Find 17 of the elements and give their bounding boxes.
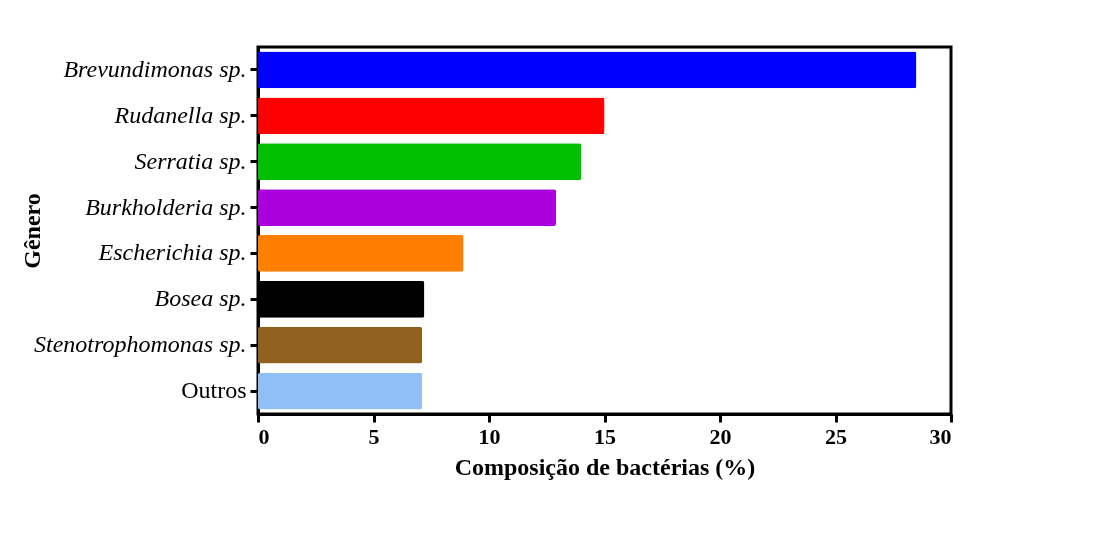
- x-tick-label: 25: [825, 423, 847, 449]
- y-tick-label: Brevundimonas sp.: [63, 55, 247, 82]
- y-tick-label: Outros: [181, 377, 247, 404]
- y-tick-label: Stenotrophomonas sp.: [34, 331, 247, 358]
- x-tick-label: 5: [368, 423, 380, 449]
- y-tick-label: Escherichia sp.: [97, 239, 247, 266]
- y-tick-label: Serratia sp.: [134, 147, 247, 174]
- y-axis-title: Gênero: [18, 193, 45, 269]
- x-axis-title: Composição de bactérias (%): [454, 453, 756, 480]
- y-tick-label: Bosea sp.: [154, 285, 247, 312]
- x-tick-label: 15: [594, 423, 616, 449]
- x-tick-label: 20: [709, 423, 732, 449]
- x-tick-label: 10: [478, 423, 501, 449]
- x-tick-label: 30: [929, 423, 952, 449]
- x-tick-label: 0: [258, 423, 270, 449]
- y-tick-label: Burkholderia sp.: [85, 193, 247, 220]
- y-tick-label: Rudanella sp.: [113, 101, 247, 128]
